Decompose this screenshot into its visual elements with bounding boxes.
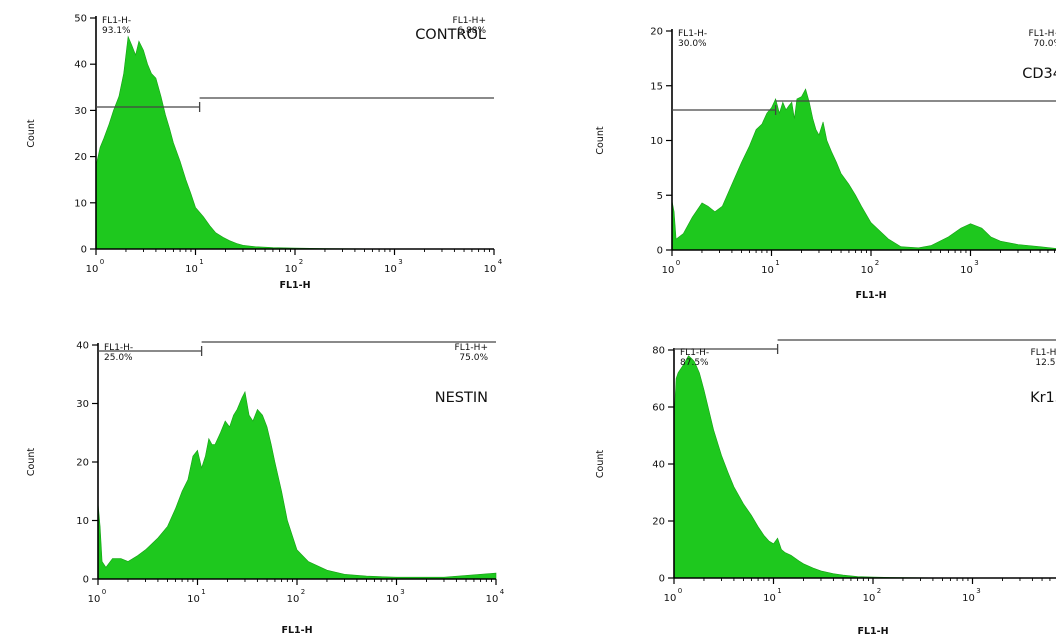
gate-negative-percent: 30.0% bbox=[678, 39, 707, 49]
marker-label: CONTROL bbox=[415, 27, 486, 43]
y-tick-label: 0 bbox=[83, 575, 89, 586]
histogram-panel: 010203040100101102103104FL1-H-25.0%FL1-H… bbox=[26, 341, 505, 637]
y-tick-label: 20 bbox=[76, 458, 89, 469]
gate-negative-percent: 25.0% bbox=[104, 353, 133, 363]
histogram-area bbox=[97, 390, 497, 580]
x-tick-label: 10 bbox=[88, 594, 101, 605]
marker-label: NESTIN bbox=[435, 390, 488, 406]
histogram-panel: 05101520100101102103104FL1-H-30.0%FL1-H+… bbox=[595, 27, 1056, 301]
x-axis-label: FL1-H bbox=[279, 280, 310, 291]
x-tick-exponent: 1 bbox=[201, 588, 205, 596]
gate-positive-label: FL1-H+ bbox=[1031, 348, 1056, 358]
y-tick-label: 5 bbox=[657, 191, 663, 202]
gate-positive-label: FL1-H+ bbox=[453, 16, 486, 26]
x-axis-label: FL1-H bbox=[281, 625, 312, 636]
x-tick-exponent: 2 bbox=[299, 258, 303, 266]
x-tick-label: 10 bbox=[763, 593, 776, 604]
histogram-area bbox=[673, 355, 1056, 579]
x-tick-exponent: 1 bbox=[775, 259, 779, 267]
x-tick-exponent: 1 bbox=[777, 587, 781, 595]
y-tick-label: 10 bbox=[650, 136, 663, 147]
x-axis-label: FL1-H bbox=[855, 290, 886, 301]
x-tick-exponent: 0 bbox=[676, 259, 680, 267]
y-tick-label: 15 bbox=[650, 81, 663, 92]
x-tick-label: 10 bbox=[484, 264, 497, 275]
y-tick-label: 40 bbox=[652, 460, 665, 471]
x-tick-label: 10 bbox=[187, 594, 200, 605]
y-tick-label: 40 bbox=[74, 60, 87, 71]
x-tick-exponent: 2 bbox=[875, 259, 879, 267]
x-tick-exponent: 4 bbox=[498, 258, 503, 266]
histogram-panel: 020406080100101102103104FL1-H-87.5%FL1-H… bbox=[595, 339, 1056, 637]
y-tick-label: 0 bbox=[657, 246, 663, 257]
x-tick-label: 10 bbox=[287, 594, 300, 605]
x-tick-exponent: 3 bbox=[974, 259, 978, 267]
gate-negative-label: FL1-H- bbox=[104, 343, 133, 353]
y-tick-label: 30 bbox=[76, 399, 89, 410]
marker-label: CD34 bbox=[1022, 66, 1056, 82]
x-tick-label: 10 bbox=[960, 265, 973, 276]
x-tick-label: 10 bbox=[962, 593, 975, 604]
gate-positive-percent: 12.5% bbox=[1035, 358, 1056, 368]
x-tick-label: 10 bbox=[386, 594, 399, 605]
x-tick-exponent: 1 bbox=[199, 258, 203, 266]
x-tick-label: 10 bbox=[761, 265, 774, 276]
x-tick-exponent: 0 bbox=[678, 587, 682, 595]
x-tick-exponent: 0 bbox=[100, 258, 104, 266]
y-tick-label: 40 bbox=[76, 341, 89, 352]
x-tick-exponent: 4 bbox=[500, 588, 505, 596]
x-axis-label: FL1-H bbox=[857, 626, 888, 637]
gate-positive-label: FL1-H+ bbox=[455, 343, 488, 353]
y-axis-label: Count bbox=[26, 119, 37, 147]
gate-negative-label: FL1-H- bbox=[678, 29, 707, 39]
gate-negative-percent: 87.5% bbox=[680, 358, 709, 368]
x-tick-label: 10 bbox=[662, 265, 675, 276]
gate-positive-percent: 75.0% bbox=[459, 353, 488, 363]
x-tick-exponent: 0 bbox=[102, 588, 106, 596]
y-tick-label: 30 bbox=[74, 106, 87, 117]
x-tick-exponent: 3 bbox=[400, 588, 404, 596]
x-tick-exponent: 2 bbox=[301, 588, 305, 596]
x-tick-label: 10 bbox=[861, 265, 874, 276]
x-tick-label: 10 bbox=[664, 593, 677, 604]
histogram-panel: 01020304050100101102103104FL1-H-93.1%FL1… bbox=[26, 14, 503, 292]
marker-label: Kr15 bbox=[1030, 390, 1056, 406]
x-tick-label: 10 bbox=[486, 594, 499, 605]
gate-negative-percent: 93.1% bbox=[102, 26, 131, 36]
gate-positive-percent: 6.88% bbox=[457, 26, 486, 36]
x-tick-label: 10 bbox=[384, 264, 397, 275]
x-tick-label: 10 bbox=[86, 264, 99, 275]
y-tick-label: 50 bbox=[74, 14, 87, 25]
gate-negative-label: FL1-H- bbox=[680, 348, 709, 358]
y-tick-label: 10 bbox=[76, 516, 89, 527]
y-tick-label: 0 bbox=[81, 245, 87, 256]
y-tick-label: 80 bbox=[652, 346, 665, 357]
y-tick-label: 20 bbox=[74, 152, 87, 163]
x-tick-exponent: 3 bbox=[398, 258, 402, 266]
gate-positive-label: FL1-H+ bbox=[1029, 29, 1056, 39]
y-axis-label: Count bbox=[595, 450, 606, 478]
x-tick-exponent: 3 bbox=[976, 587, 980, 595]
gate-positive-percent: 70.0% bbox=[1033, 39, 1056, 49]
x-tick-label: 10 bbox=[863, 593, 876, 604]
y-tick-label: 20 bbox=[652, 517, 665, 528]
histogram-area bbox=[671, 88, 1056, 251]
y-axis-label: Count bbox=[595, 126, 606, 154]
gate-negative-label: FL1-H- bbox=[102, 16, 131, 26]
x-tick-label: 10 bbox=[285, 264, 298, 275]
y-tick-label: 60 bbox=[652, 403, 665, 414]
y-tick-label: 0 bbox=[659, 574, 665, 585]
x-tick-exponent: 2 bbox=[877, 587, 881, 595]
x-tick-label: 10 bbox=[185, 264, 198, 275]
histogram-area bbox=[95, 35, 495, 250]
y-tick-label: 10 bbox=[74, 198, 87, 209]
y-tick-label: 20 bbox=[650, 27, 663, 38]
y-axis-label: Count bbox=[26, 448, 37, 476]
